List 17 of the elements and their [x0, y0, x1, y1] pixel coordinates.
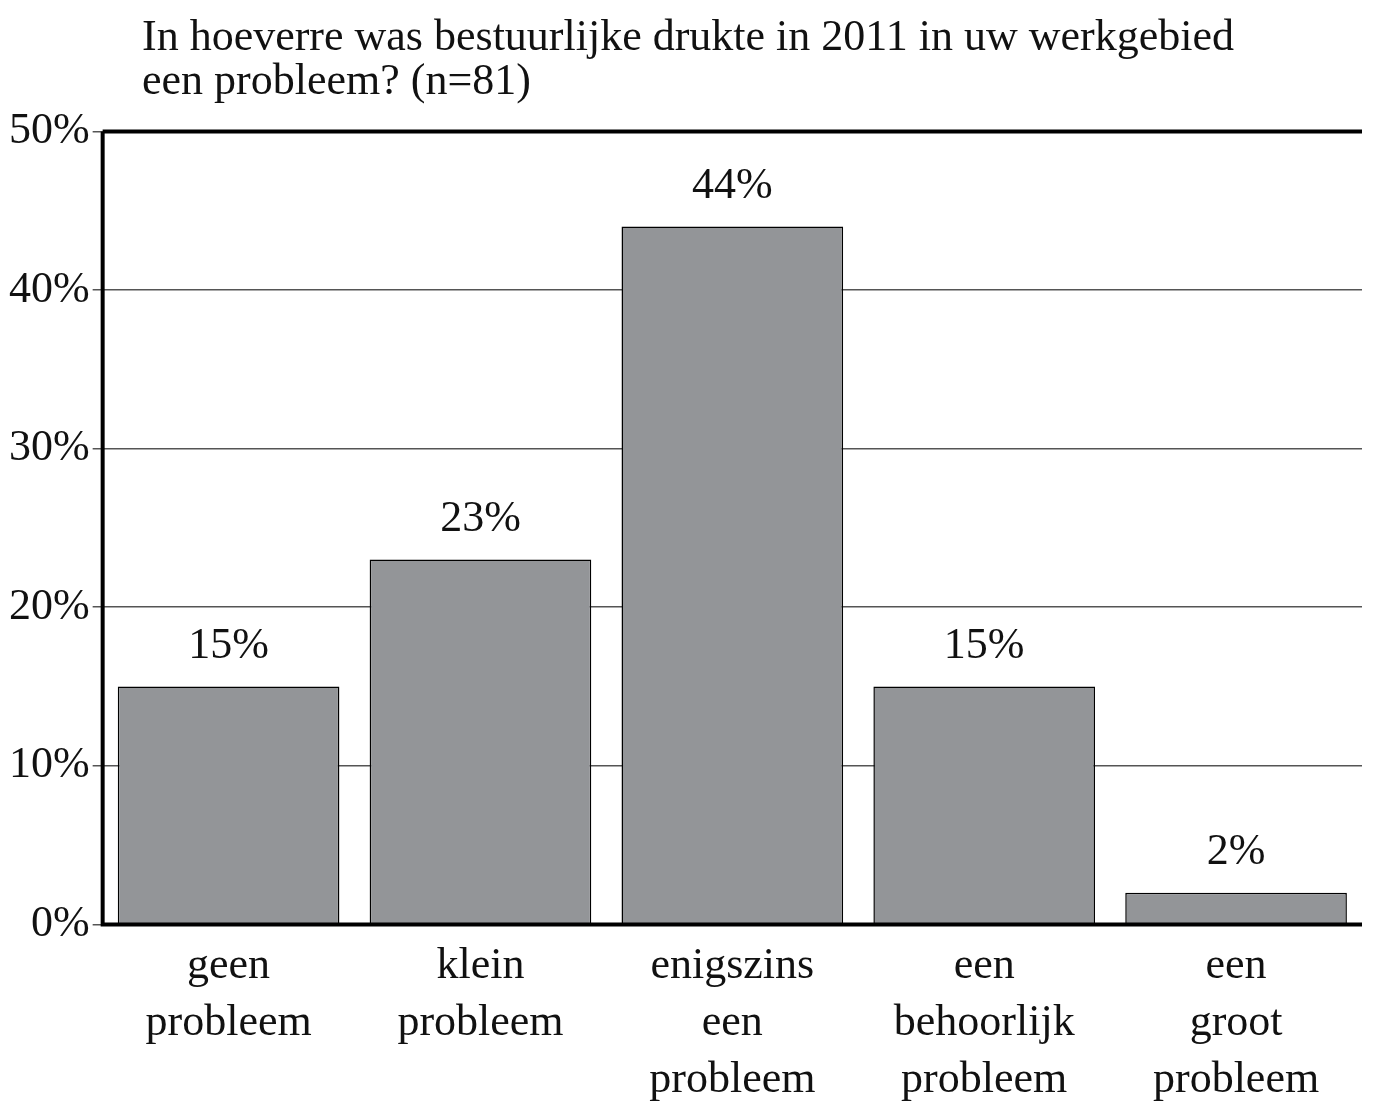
x-tick-label: geen probleem — [145, 938, 312, 1045]
data-label: 44% — [692, 159, 773, 209]
chart-title: In hoeverre was bestuurlijke drukte in 2011 in uw werkgebied een probleem? (n=81) — [142, 11, 1235, 104]
y-tick-label: 50% — [9, 103, 90, 153]
x-tick-label: klein probleem — [397, 938, 564, 1045]
y-tick-label: 10% — [9, 738, 90, 788]
x-tick-label: enigszins een probleem — [649, 938, 816, 1102]
x-tick-label: een groot probleem — [1152, 938, 1320, 1102]
y-tick-label: 30% — [9, 421, 90, 471]
data-label: 15% — [188, 619, 269, 669]
y-tick-label: 40% — [9, 262, 90, 312]
y-tick-label: 20% — [9, 579, 90, 629]
data-label: 2% — [1206, 825, 1266, 875]
data-label: 23% — [440, 492, 521, 542]
x-tick-label: een behoorlijk probleem — [893, 938, 1075, 1102]
y-tick-label: 0% — [31, 896, 90, 946]
data-label: 15% — [943, 619, 1025, 669]
